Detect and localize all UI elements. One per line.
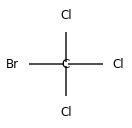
Text: C: C [62,57,70,71]
Text: Cl: Cl [60,106,72,119]
Text: Cl: Cl [60,9,72,22]
Text: Cl: Cl [113,57,124,71]
Text: Br: Br [6,57,19,71]
